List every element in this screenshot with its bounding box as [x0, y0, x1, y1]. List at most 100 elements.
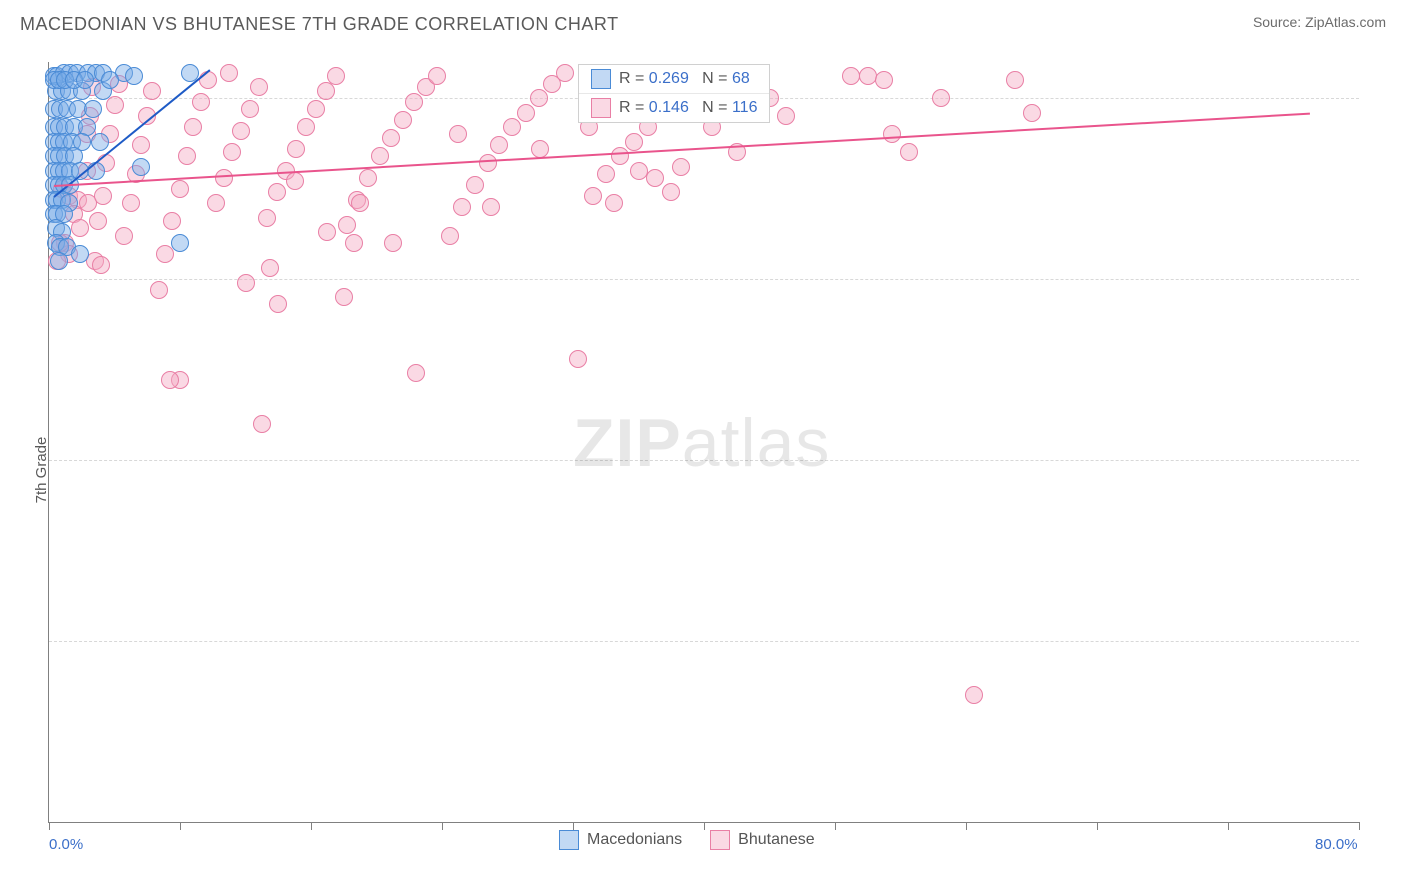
data-point: [597, 165, 615, 183]
x-tick: [442, 822, 443, 830]
data-point: [345, 234, 363, 252]
data-point: [449, 125, 467, 143]
data-point: [646, 169, 664, 187]
data-point: [171, 234, 189, 252]
legend-swatch: [591, 98, 611, 118]
data-point: [842, 67, 860, 85]
data-point: [268, 183, 286, 201]
data-point: [101, 71, 119, 89]
data-point: [466, 176, 484, 194]
data-point: [132, 158, 150, 176]
data-point: [106, 96, 124, 114]
source-label: Source: ZipAtlas.com: [1253, 14, 1386, 30]
data-point: [965, 686, 983, 704]
data-point: [223, 143, 241, 161]
data-point: [672, 158, 690, 176]
stats-legend-row: R = 0.146 N = 116: [579, 93, 769, 122]
grid-line: [49, 460, 1359, 461]
data-point: [405, 93, 423, 111]
data-point: [287, 140, 305, 158]
data-point: [184, 118, 202, 136]
grid-line: [49, 641, 1359, 642]
data-point: [441, 227, 459, 245]
data-point: [453, 198, 471, 216]
data-point: [482, 198, 500, 216]
data-point: [199, 71, 217, 89]
data-point: [327, 67, 345, 85]
x-tick: [966, 822, 967, 830]
data-point: [132, 136, 150, 154]
x-tick: [311, 822, 312, 830]
data-point: [171, 180, 189, 198]
series-legend: Macedonians Bhutanese: [559, 830, 815, 850]
data-point: [232, 122, 250, 140]
watermark: ZIPatlas: [573, 404, 830, 482]
series-name: Macedonians: [587, 831, 682, 849]
legend-swatch: [591, 69, 611, 89]
data-point: [428, 67, 446, 85]
data-point: [490, 136, 508, 154]
data-point: [530, 89, 548, 107]
data-point: [338, 216, 356, 234]
data-point: [531, 140, 549, 158]
stats-text: R = 0.269 N = 68: [619, 70, 750, 88]
data-point: [384, 234, 402, 252]
data-point: [359, 169, 377, 187]
series-legend-item: Bhutanese: [710, 830, 815, 850]
data-point: [237, 274, 255, 292]
data-point: [94, 187, 112, 205]
x-tick: [573, 822, 574, 830]
data-point: [207, 194, 225, 212]
x-tick: [49, 822, 50, 830]
stats-legend-row: R = 0.269 N = 68: [579, 65, 769, 93]
data-point: [261, 259, 279, 277]
data-point: [258, 209, 276, 227]
legend-swatch: [559, 830, 579, 850]
data-point: [517, 104, 535, 122]
data-point: [307, 100, 325, 118]
data-point: [71, 219, 89, 237]
data-point: [351, 194, 369, 212]
data-point: [883, 125, 901, 143]
data-point: [556, 64, 574, 82]
x-tick-label: 80.0%: [1315, 836, 1358, 853]
stats-legend: R = 0.269 N = 68 R = 0.146 N = 116: [578, 64, 770, 123]
x-tick: [180, 822, 181, 830]
data-point: [394, 111, 412, 129]
stats-text: R = 0.146 N = 116: [619, 99, 757, 117]
data-point: [859, 67, 877, 85]
data-point: [318, 223, 336, 241]
data-point: [1006, 71, 1024, 89]
data-point: [178, 147, 196, 165]
data-point: [122, 194, 140, 212]
data-point: [479, 154, 497, 172]
data-point: [932, 89, 950, 107]
data-point: [584, 187, 602, 205]
data-point: [335, 288, 353, 306]
data-point: [115, 227, 133, 245]
x-tick-label: 0.0%: [49, 836, 83, 853]
data-point: [382, 129, 400, 147]
data-point: [215, 169, 233, 187]
x-tick: [1359, 822, 1360, 830]
data-point: [286, 172, 304, 190]
series-name: Bhutanese: [738, 831, 815, 849]
data-point: [1023, 104, 1041, 122]
data-point: [503, 118, 521, 136]
x-tick: [704, 822, 705, 830]
data-point: [407, 364, 425, 382]
chart-container: 7th Grade 0.0%80.0%ZIPatlasR = 0.269 N =…: [0, 48, 1406, 892]
data-point: [76, 71, 94, 89]
data-point: [241, 100, 259, 118]
data-point: [143, 82, 161, 100]
data-point: [89, 212, 107, 230]
data-point: [630, 162, 648, 180]
data-point: [250, 78, 268, 96]
data-point: [569, 350, 587, 368]
data-point: [269, 295, 287, 313]
x-tick: [835, 822, 836, 830]
data-point: [220, 64, 238, 82]
data-point: [875, 71, 893, 89]
chart-title: MACEDONIAN VS BHUTANESE 7TH GRADE CORREL…: [20, 14, 619, 35]
plot-area: 0.0%80.0%ZIPatlasR = 0.269 N = 68R = 0.1…: [48, 62, 1359, 823]
